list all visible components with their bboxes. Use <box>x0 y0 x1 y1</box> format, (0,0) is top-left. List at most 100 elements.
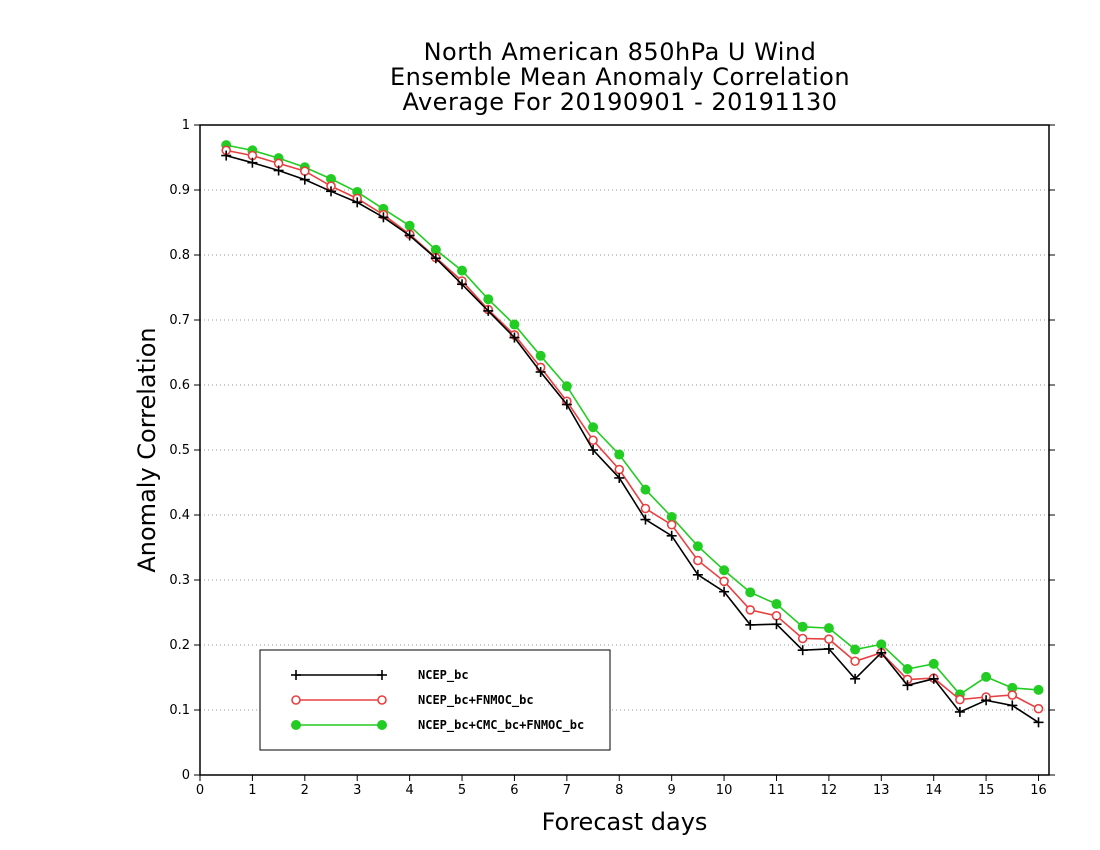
x-tick-label-12: 12 <box>821 783 838 798</box>
legend: NCEP_bc NCEP_bc+FNMOC_bc NCEP_bc+CMC_bc+FN… <box>259 649 611 751</box>
series-2 <box>221 140 1044 700</box>
series-0-point-23 <box>823 643 834 654</box>
series-2-point-27 <box>928 658 939 669</box>
series-0-point-26 <box>902 680 913 691</box>
y-tick-label-10: 1 <box>182 118 190 133</box>
series-0-point-6 <box>378 212 389 223</box>
y-tick-label-9: 0.9 <box>169 183 190 198</box>
series-0-point-7 <box>404 230 415 241</box>
series-line-0 <box>225 154 1039 724</box>
legend-marker-start-1 <box>291 695 301 705</box>
x-tick-label-16: 16 <box>1030 783 1047 798</box>
series-2-point-9 <box>457 265 468 276</box>
series-0-point-24 <box>850 673 861 684</box>
x-tick-label-10: 10 <box>716 783 733 798</box>
y-tick-label-2: 0.2 <box>169 638 190 653</box>
legend-entry-2: NCEP_bc+CMC_bc+FNMOC_bc <box>291 718 584 733</box>
series-2-point-31 <box>1033 684 1044 695</box>
x-tick-label-3: 3 <box>353 783 361 798</box>
series-0-point-2 <box>273 165 284 176</box>
y-tick-label-8: 0.8 <box>169 248 190 263</box>
legend-label-0: NCEP_bc <box>418 668 469 683</box>
axes: 00.10.20.30.40.50.60.70.80.910 1 2 3 4 5 6 7 8 9 1… <box>169 118 1055 798</box>
legend-entry-0: NCEP_bc <box>291 668 469 683</box>
series-0-point-9 <box>457 279 468 290</box>
series-2-point-26 <box>902 664 913 675</box>
legend-label-1: NCEP_bc+FNMOC_bc <box>418 693 534 708</box>
y-tick-label-4: 0.4 <box>169 508 190 523</box>
legend-marker-end-1 <box>377 695 387 705</box>
x-tick-label-11: 11 <box>768 783 785 798</box>
x-tick-label-13: 13 <box>873 783 890 798</box>
grid-lines <box>200 189 1049 711</box>
y-tick-label-0: 0 <box>182 768 190 783</box>
series-0-point-28 <box>954 706 965 717</box>
x-tick-label-5: 5 <box>458 783 466 798</box>
series-0-point-22 <box>797 645 808 656</box>
x-tick-label-0: 0 <box>196 783 204 798</box>
legend-label-2: NCEP_bc+CMC_bc+FNMOC_bc <box>418 718 584 733</box>
chart-title-line-2: Ensemble Mean Anomaly Correlation <box>389 63 851 91</box>
x-tick-label-2: 2 <box>301 783 309 798</box>
y-tick-label-6: 0.6 <box>169 378 190 393</box>
x-tick-label-15: 15 <box>978 783 995 798</box>
series-0 <box>221 150 1044 728</box>
series-1-point-3 <box>300 166 310 176</box>
series-2-point-23 <box>823 623 834 634</box>
series-2-point-16 <box>640 484 651 495</box>
series-0-point-27 <box>928 673 939 684</box>
series-2-point-15 <box>614 449 625 460</box>
series-1-point-31 <box>1033 703 1044 714</box>
series-0-point-21 <box>771 619 782 630</box>
series-0-point-25 <box>876 647 887 658</box>
series-2-point-13 <box>561 381 572 392</box>
series-1-point-20 <box>745 605 756 615</box>
x-tick-label-1: 1 <box>248 783 256 798</box>
series-2-point-12 <box>535 350 546 361</box>
legend-marker-start-0 <box>291 670 301 680</box>
x-tick-label-7: 7 <box>563 783 571 798</box>
series-0-point-0 <box>221 150 232 161</box>
x-tick-label-9: 9 <box>668 783 676 798</box>
series-0-point-10 <box>483 305 494 316</box>
y-tick-label-1: 0.1 <box>169 703 190 718</box>
series-0-point-31 <box>1033 717 1044 728</box>
chart-title-line-1: North American 850hPa U Wind <box>423 38 817 66</box>
legend-marker-end-0 <box>377 670 387 680</box>
series-0-point-12 <box>535 367 546 377</box>
series-1-point-14 <box>588 435 598 446</box>
series-0-point-3 <box>299 174 310 185</box>
series-2-point-10 <box>483 294 494 305</box>
series-2-point-29 <box>981 671 992 682</box>
series-0-point-4 <box>326 186 337 197</box>
series-1-point-18 <box>693 555 703 566</box>
x-tick-label-6: 6 <box>510 783 518 798</box>
series-0-point-15 <box>614 472 625 483</box>
series-1-point-19 <box>719 576 729 587</box>
series-1-point-17 <box>666 519 677 530</box>
x-tick-label-8: 8 <box>615 783 623 798</box>
x-axis-label: Forecast days <box>541 808 708 836</box>
series-1-point-28 <box>955 694 965 705</box>
y-axis-label: Anomaly Correlation <box>133 327 161 573</box>
series-1-point-30 <box>1007 690 1018 700</box>
series-1-point-15 <box>614 464 625 475</box>
series-1-point-23 <box>824 634 834 644</box>
series-0-point-5 <box>352 197 363 208</box>
series-1-point-21 <box>771 610 782 621</box>
series-0-point-19 <box>719 586 730 597</box>
series-0-point-30 <box>1007 700 1018 711</box>
series-1-point-24 <box>850 656 860 667</box>
series-0-point-16 <box>640 514 651 525</box>
series-0-point-29 <box>981 695 992 706</box>
y-tick-label-5: 0.5 <box>169 443 190 458</box>
series-2-point-14 <box>588 422 599 433</box>
series-2-point-22 <box>797 621 808 632</box>
series-2-point-19 <box>719 565 730 576</box>
legend-entry-1: NCEP_bc+FNMOC_bc <box>291 693 534 708</box>
x-tick-label-4: 4 <box>405 783 413 798</box>
series-line-1 <box>226 149 1039 710</box>
series-2-point-24 <box>850 644 861 655</box>
series-1 <box>221 145 1044 714</box>
